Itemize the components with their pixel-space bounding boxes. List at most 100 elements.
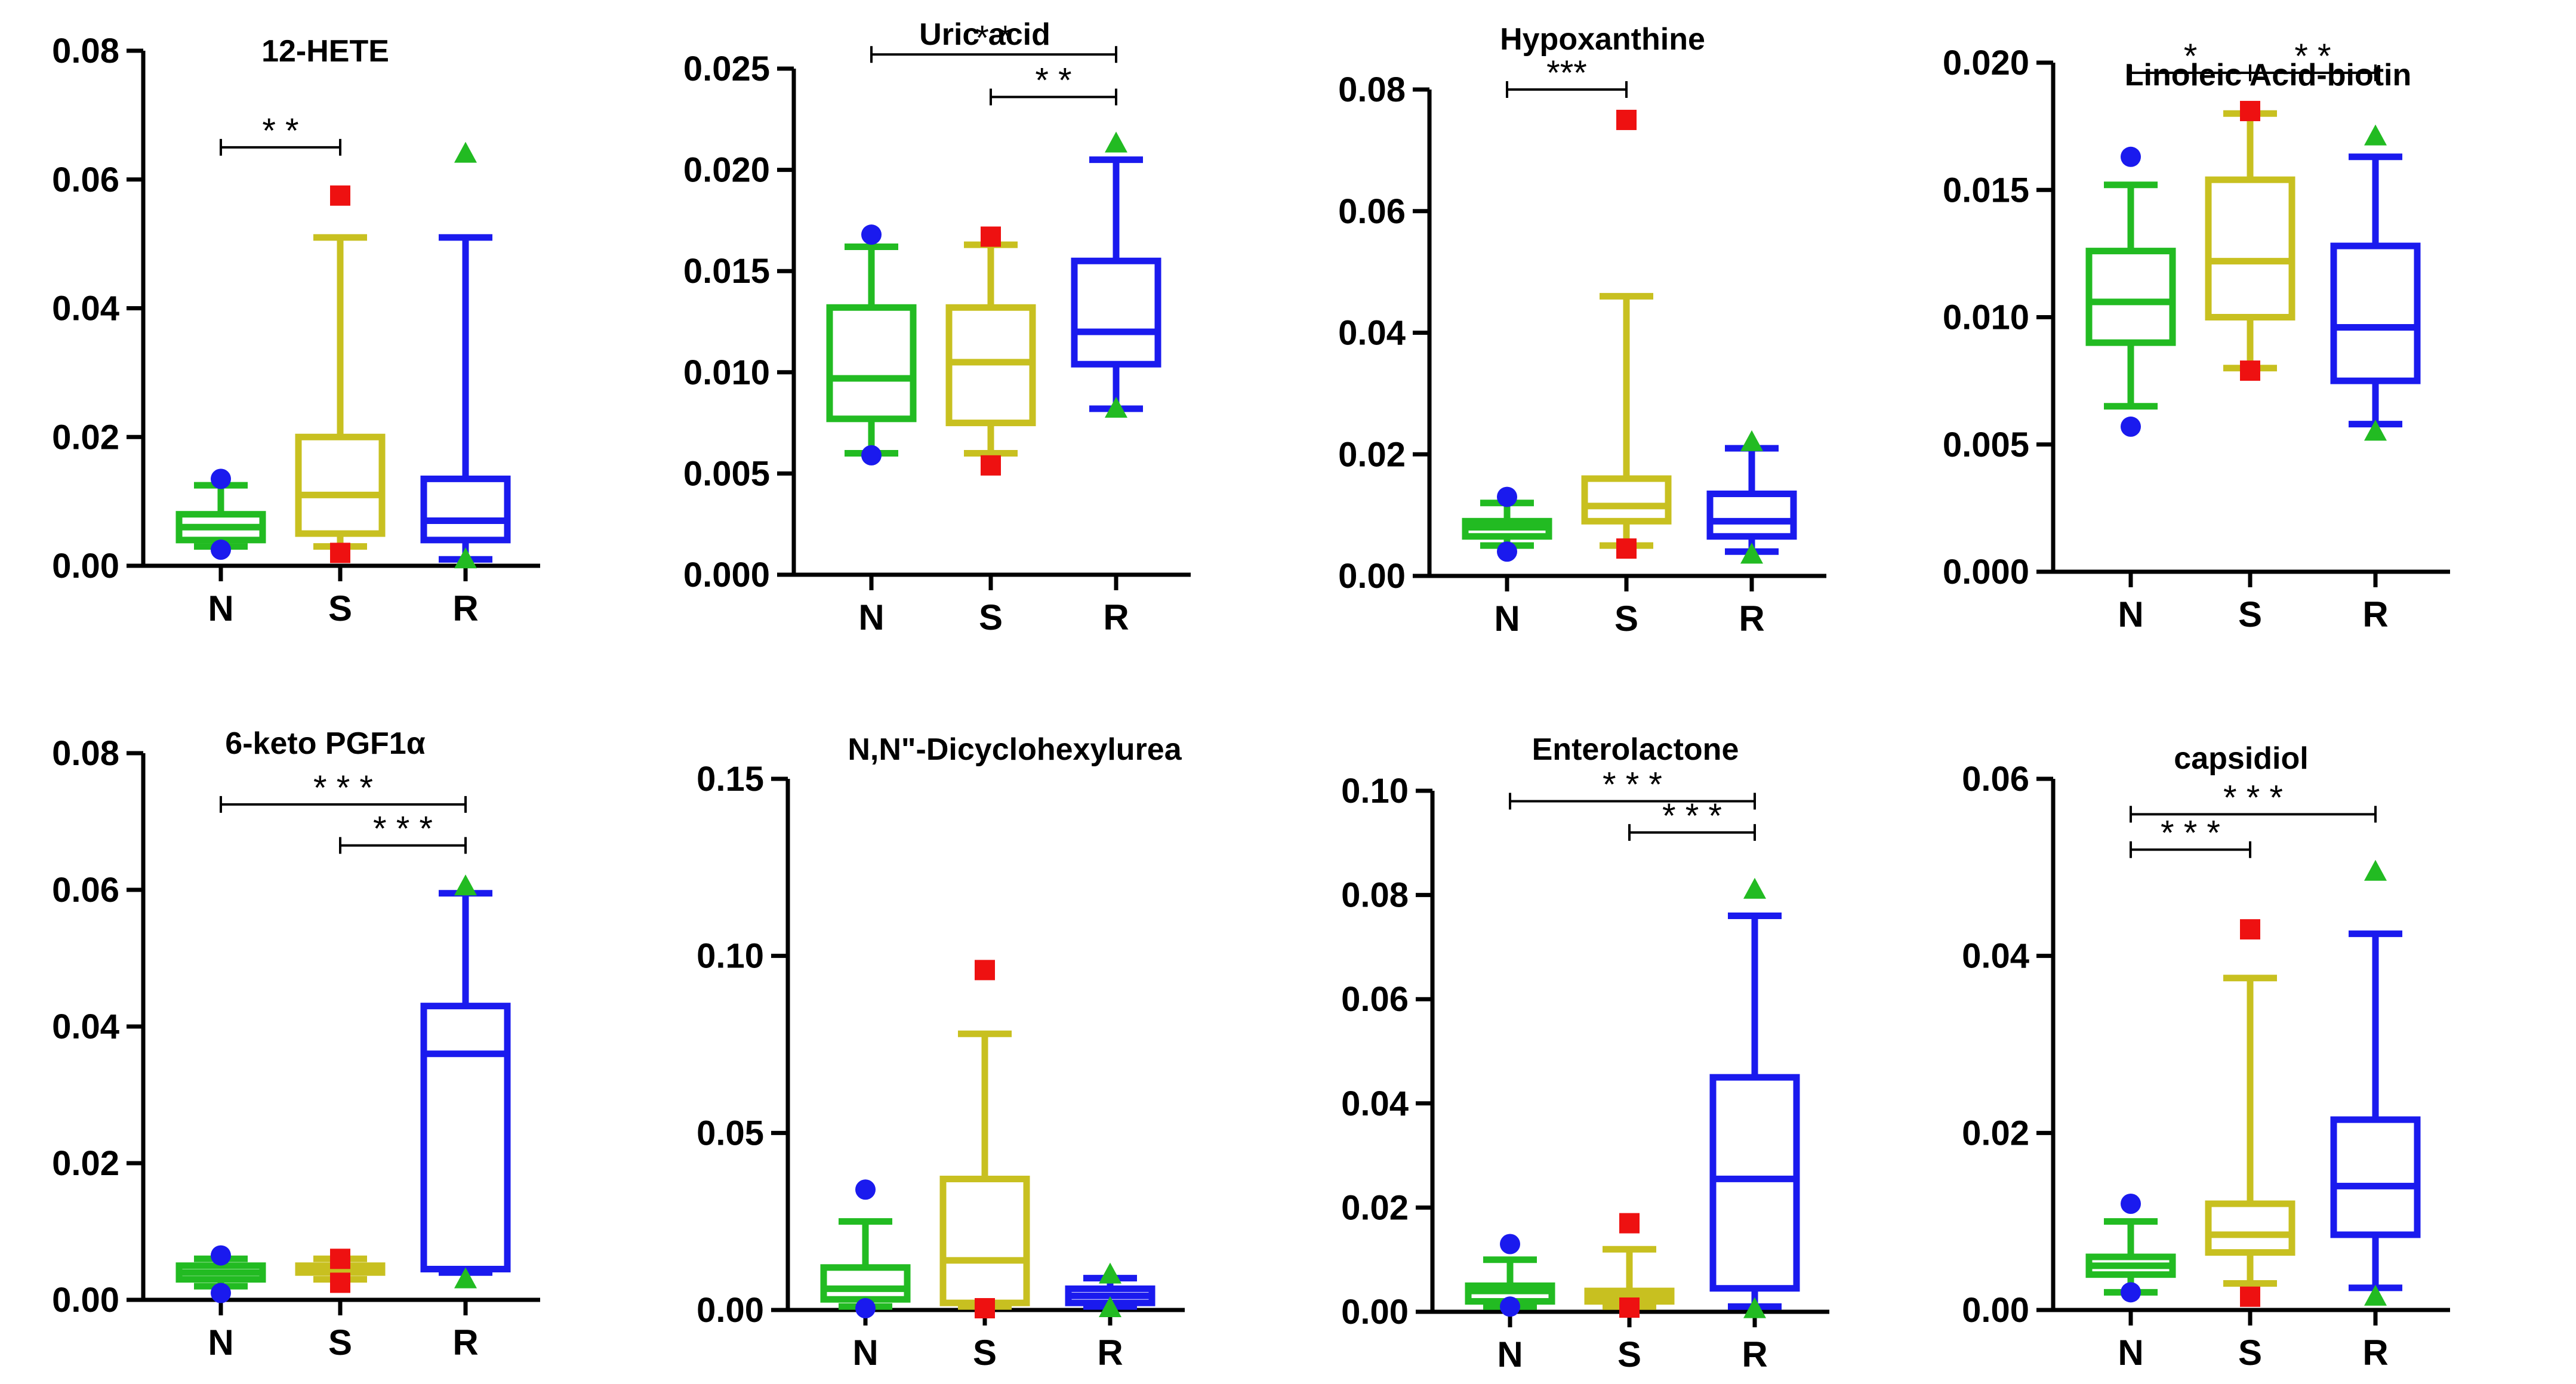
outlier-point (211, 540, 231, 560)
outlier-point (1105, 131, 1127, 153)
outlier-point (1740, 430, 1763, 451)
outlier-point (330, 542, 350, 563)
box-S (1581, 475, 1672, 525)
x-tick-label-R: R (1097, 1333, 1123, 1373)
box-R (2330, 242, 2421, 384)
x-tick-label-S: S (1614, 599, 1638, 639)
y-tick-label: 0.04 (52, 1007, 119, 1046)
y-tick-label: 0.00 (52, 1281, 119, 1320)
y-tick-label: 0.020 (1943, 44, 2029, 82)
y-tick-label: 0.06 (1338, 192, 1406, 231)
y-tick-label: 0.02 (52, 1144, 119, 1183)
outlier-point (454, 1267, 477, 1289)
outlier-point (981, 226, 1001, 247)
y-tick-label: 0.020 (683, 151, 770, 190)
significance-label: * * * (1603, 765, 1662, 804)
box-S (295, 433, 386, 537)
box-R (420, 475, 511, 544)
x-tick-label-S: S (2238, 594, 2262, 634)
y-tick-label: 0.08 (52, 32, 119, 70)
y-tick-label: 0.010 (1943, 298, 2029, 337)
outlier-point (1497, 541, 1517, 562)
significance-label: * * (262, 112, 298, 150)
box-N (2085, 248, 2176, 346)
x-tick-label-R: R (452, 588, 478, 628)
outlier-point (454, 141, 477, 163)
outlier-point (975, 960, 995, 981)
significance-label: *** (1546, 54, 1587, 93)
chart-title: capsidiol (2174, 741, 2308, 776)
chart-title: Uric acid (919, 17, 1050, 52)
chart-title: 12-HETE (261, 34, 389, 69)
x-tick-label-N: N (2118, 1333, 2143, 1373)
outlier-point (861, 445, 882, 466)
y-tick-label: 0.06 (1962, 760, 2029, 799)
y-tick-label: 0.08 (1341, 876, 1409, 915)
y-tick-label: 0.015 (1943, 171, 2029, 209)
x-tick-label-R: R (2362, 594, 2388, 634)
box-R (1706, 490, 1797, 540)
y-tick-label: 0.005 (683, 454, 770, 493)
chart-title: Linoleic Acid-biotin (2125, 58, 2412, 93)
y-tick-label: 0.06 (52, 161, 119, 199)
significance-label: * * * (373, 810, 433, 849)
significance-label: * * (2294, 37, 2331, 76)
chart-title: N,N"-Dicyclohexylurea (848, 732, 1182, 767)
y-tick-label: 0.015 (683, 252, 770, 291)
box-R (2330, 1116, 2421, 1238)
x-tick-label-N: N (2118, 594, 2143, 634)
outlier-point (1099, 1262, 1121, 1284)
x-tick-label-R: R (1103, 597, 1129, 637)
x-tick-label-S: S (973, 1333, 997, 1373)
outlier-point (1500, 1296, 1520, 1317)
y-tick-label: 0.00 (697, 1291, 764, 1330)
outlier-point (2240, 1286, 2260, 1307)
y-tick-label: 0.08 (1338, 70, 1406, 109)
y-tick-label: 0.04 (1338, 314, 1406, 353)
x-tick-label-N: N (858, 597, 884, 637)
outlier-point (1497, 486, 1517, 507)
box-N (820, 1264, 911, 1303)
y-tick-label: 0.010 (683, 353, 770, 392)
outlier-point (1743, 1297, 1766, 1318)
outlier-point (1616, 109, 1637, 130)
outlier-point (330, 185, 350, 206)
outlier-point (330, 1249, 350, 1269)
x-tick-label-R: R (2362, 1333, 2388, 1373)
chart-title: Hypoxanthine (1500, 22, 1705, 57)
outlier-point (1105, 396, 1127, 418)
outlier-point (2240, 101, 2260, 122)
outlier-point (1099, 1296, 1121, 1318)
outlier-point (975, 1298, 995, 1319)
outlier-point (981, 455, 1001, 476)
y-tick-label: 0.02 (1962, 1114, 2029, 1152)
x-tick-label-S: S (1617, 1334, 1641, 1374)
y-tick-label: 0.02 (52, 418, 119, 457)
significance-label: * (2184, 37, 2198, 76)
outlier-point (1616, 538, 1637, 559)
outlier-point (2364, 859, 2387, 881)
outlier-point (330, 1272, 350, 1293)
y-tick-label: 0.06 (52, 871, 119, 910)
box-S (939, 1175, 1030, 1306)
y-tick-label: 0.10 (697, 937, 764, 976)
outlier-point (1743, 877, 1766, 899)
outlier-point (211, 468, 231, 489)
outlier-point (454, 547, 477, 569)
outlier-point (2364, 124, 2387, 146)
outlier-point (855, 1298, 876, 1319)
outlier-point (454, 874, 477, 896)
y-tick-label: 0.02 (1338, 435, 1406, 474)
significance-label: * * * (2223, 778, 2283, 817)
outlier-point (2121, 1194, 2141, 1214)
x-tick-label-N: N (852, 1333, 878, 1373)
significance-label: * * (975, 19, 1012, 57)
y-tick-label: 0.00 (1962, 1291, 2029, 1330)
significance-label: * * (1035, 61, 1071, 100)
outlier-point (2364, 1284, 2387, 1306)
significance-label: * * * (1662, 797, 1722, 836)
box-R (1071, 257, 1161, 368)
x-tick-label-S: S (2238, 1333, 2262, 1373)
y-tick-label: 0.00 (1338, 557, 1406, 596)
